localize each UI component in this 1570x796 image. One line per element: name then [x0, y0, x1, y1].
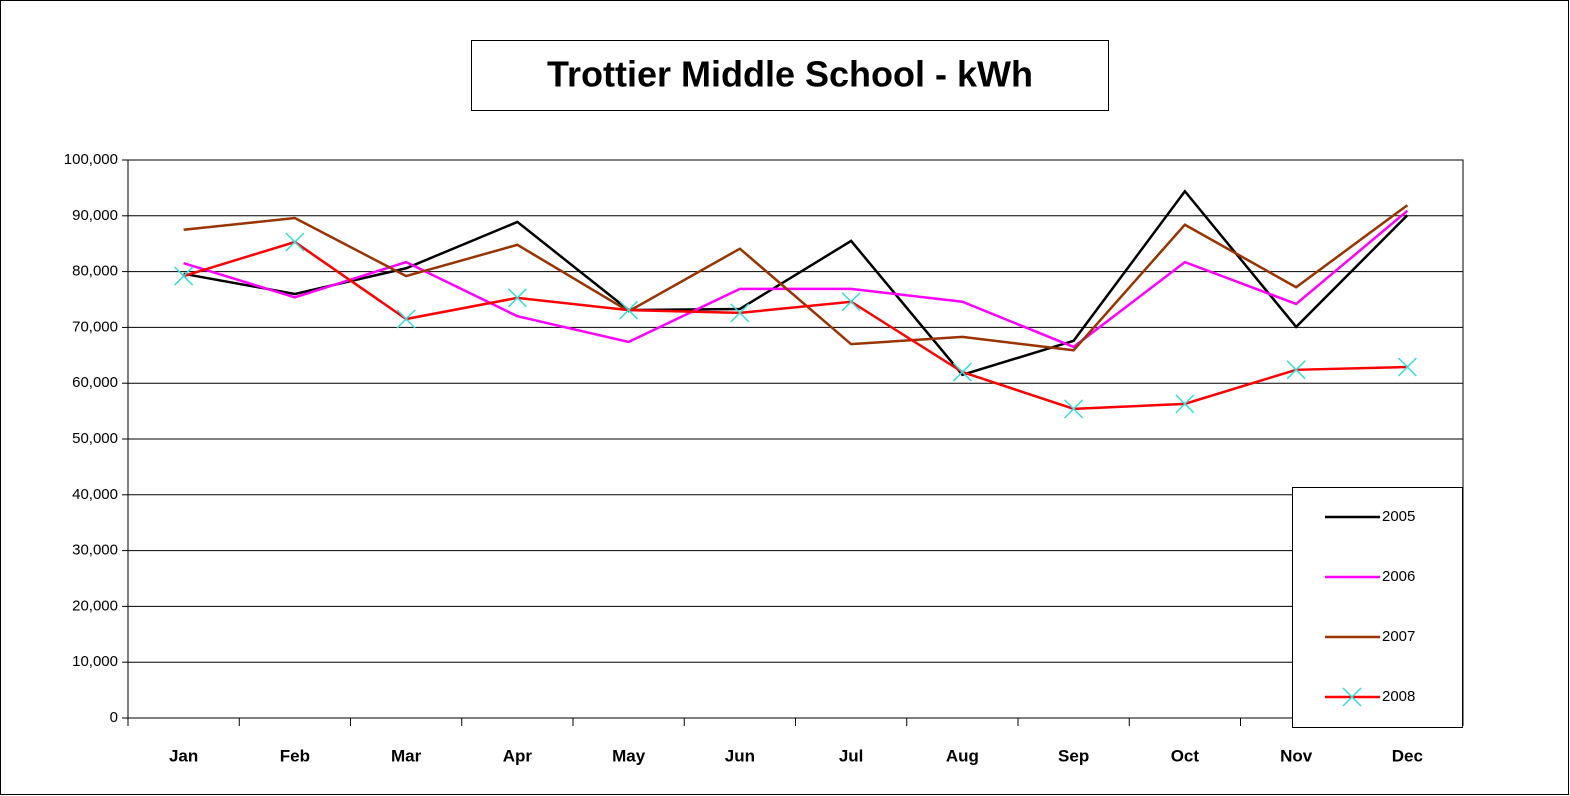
- legend-label: 2006: [1382, 568, 1415, 585]
- y-tick-label: 100,000: [64, 151, 118, 168]
- x-tick-label: Sep: [1058, 746, 1089, 765]
- legend-label: 2008: [1382, 688, 1415, 705]
- x-tick-label: Dec: [1392, 746, 1423, 765]
- x-tick-label: May: [612, 746, 646, 765]
- marker: [1286, 360, 1306, 380]
- y-tick-label: 80,000: [72, 263, 118, 280]
- x-tick-label: Nov: [1280, 746, 1313, 765]
- y-tick-label: 70,000: [72, 318, 118, 335]
- x-tick-label: Jul: [839, 746, 864, 765]
- x-tick-label: Oct: [1171, 746, 1200, 765]
- marker: [1064, 399, 1084, 419]
- marker: [619, 300, 639, 320]
- chart-title: Trottier Middle School - kWh: [547, 54, 1033, 95]
- legend-box: [1292, 487, 1463, 728]
- series-line: [183, 240, 1408, 411]
- x-tick-label: Apr: [503, 746, 533, 765]
- y-tick-label: 10,000: [72, 653, 118, 670]
- y-tick-label: 90,000: [72, 207, 118, 224]
- x-tick-label: Mar: [391, 746, 422, 765]
- y-tick-label: 30,000: [72, 542, 118, 559]
- x-tick-label: Jun: [725, 746, 755, 765]
- y-tick-label: 50,000: [72, 430, 118, 447]
- legend-label: 2005: [1382, 508, 1415, 525]
- legend-label: 2007: [1382, 628, 1415, 645]
- marker: [507, 288, 527, 308]
- series-line: [183, 204, 1409, 352]
- y-tick-label: 40,000: [72, 486, 118, 503]
- marker: [1175, 394, 1195, 414]
- marker: [174, 266, 194, 286]
- x-tick-label: Jan: [169, 746, 198, 765]
- series-line: [183, 189, 1409, 377]
- y-tick-label: 60,000: [72, 374, 118, 391]
- marker: [1397, 357, 1417, 377]
- marker: [730, 303, 750, 323]
- series-line: [183, 209, 1409, 349]
- y-tick-label: 0: [110, 709, 118, 726]
- x-tick-label: Aug: [946, 746, 979, 765]
- legend-marker: [1342, 687, 1362, 707]
- marker: [285, 232, 305, 252]
- marker: [952, 362, 972, 382]
- y-tick-label: 20,000: [72, 597, 118, 614]
- marker: [396, 309, 416, 329]
- title-box: [471, 40, 1109, 111]
- x-tick-label: Feb: [280, 746, 310, 765]
- marker: [841, 292, 861, 312]
